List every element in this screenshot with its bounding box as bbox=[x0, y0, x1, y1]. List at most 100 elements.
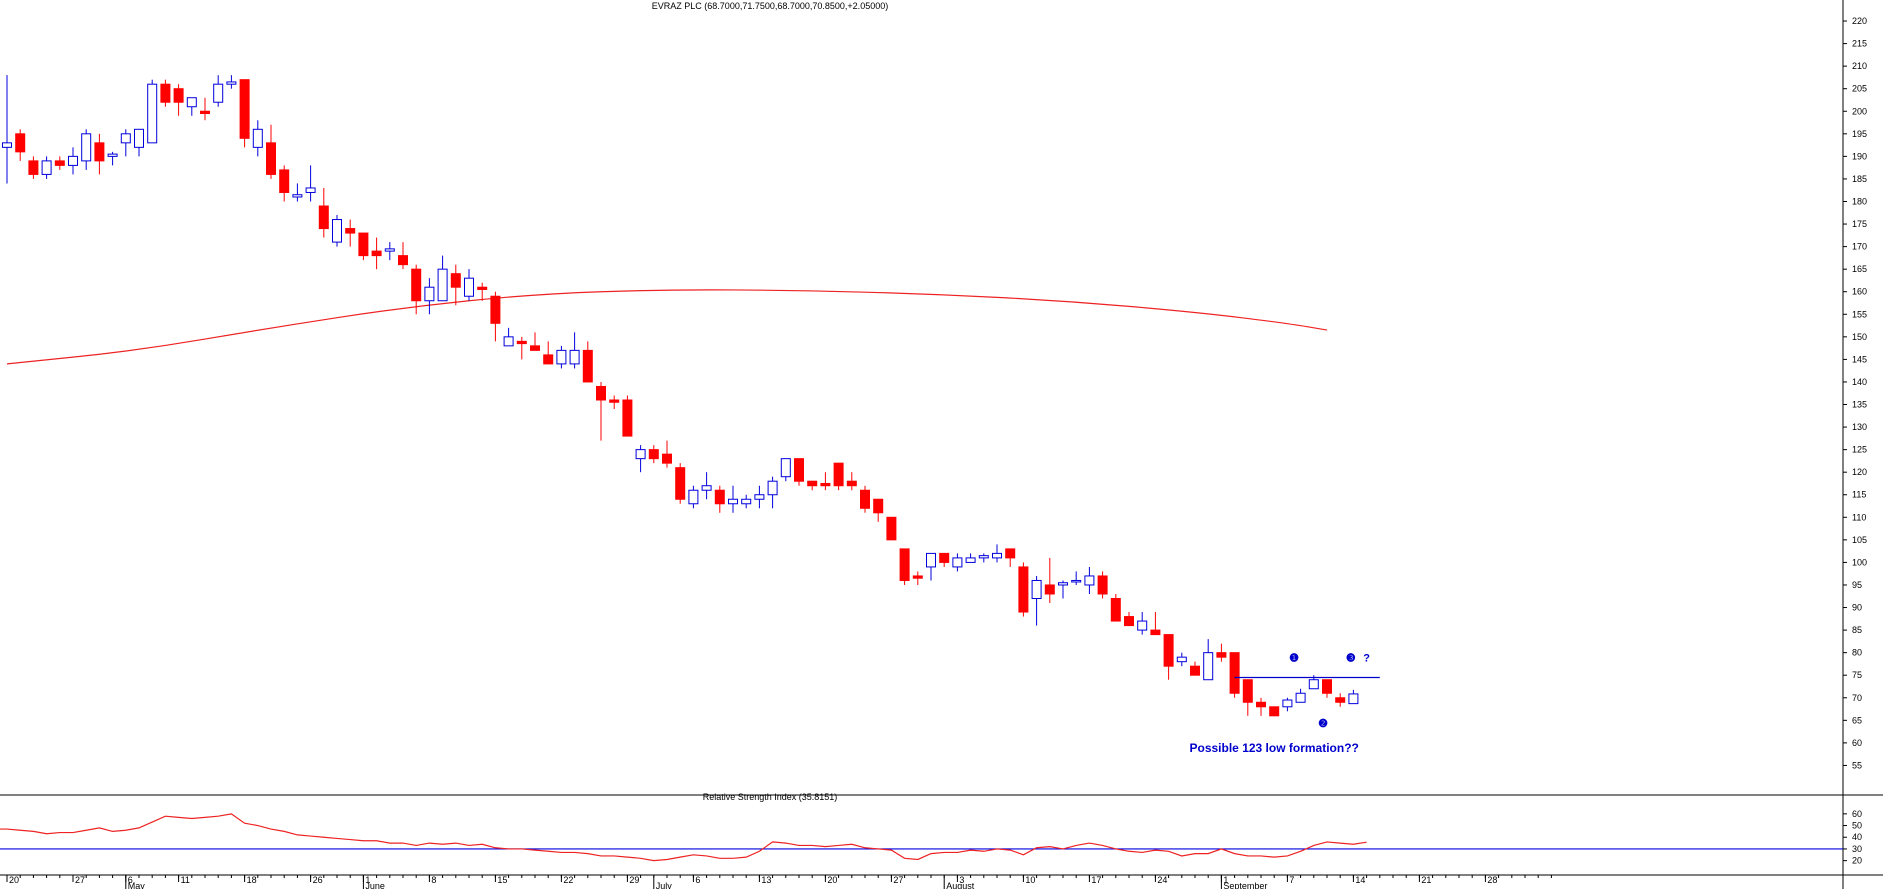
price-y-tick-label: 125 bbox=[1852, 445, 1867, 455]
candle-body-down bbox=[490, 295, 501, 324]
candle bbox=[754, 485, 765, 509]
candle-body-up bbox=[701, 485, 712, 491]
pattern-marker: ❷ bbox=[1318, 718, 1328, 730]
candle-body-up bbox=[1282, 699, 1293, 708]
candle-body-up bbox=[556, 349, 567, 365]
candle bbox=[252, 120, 263, 157]
price-y-tick-label: 95 bbox=[1852, 580, 1862, 590]
price-y-tick-label: 205 bbox=[1852, 84, 1867, 94]
candle-body-up bbox=[81, 133, 92, 162]
x-day-label: 27 bbox=[75, 875, 85, 885]
rsi-y-tick-label: 30 bbox=[1852, 844, 1862, 854]
candle bbox=[1124, 612, 1134, 627]
candle-body-up bbox=[1176, 656, 1187, 663]
candle bbox=[1150, 612, 1161, 636]
candle-body-up bbox=[1203, 652, 1214, 681]
candle-body-down bbox=[1005, 548, 1016, 559]
candle-body-up bbox=[1308, 679, 1319, 690]
candle-body-up bbox=[305, 187, 316, 193]
price-y-axis: 55 60 65 70 75 80 85 90 95 100 105 110 115 120 125 130 1… bbox=[1843, 16, 1867, 770]
price-y-tick-label: 200 bbox=[1852, 106, 1867, 116]
candle-body-down bbox=[1256, 701, 1266, 708]
candle-body-down bbox=[530, 345, 540, 351]
rsi-title: Relative Strength Index (35.8151) bbox=[703, 792, 838, 802]
candle-body-up bbox=[424, 286, 435, 302]
x-day-label: 6 bbox=[695, 875, 700, 885]
rsi-y-tick-label: 40 bbox=[1852, 832, 1862, 842]
candle-body-down bbox=[266, 142, 276, 175]
price-y-tick-label: 70 bbox=[1852, 693, 1862, 703]
x-day-label: 14 bbox=[1355, 875, 1365, 885]
price-y-tick-label: 115 bbox=[1852, 490, 1866, 500]
candle-body-down bbox=[398, 255, 408, 266]
candle bbox=[530, 332, 540, 351]
candle bbox=[807, 480, 818, 491]
candle-body-up bbox=[292, 194, 303, 198]
candle-body-up bbox=[926, 552, 936, 568]
price-y-tick-label: 150 bbox=[1852, 332, 1867, 342]
candle-body-up bbox=[1084, 575, 1095, 586]
price-y-tick-label: 145 bbox=[1852, 354, 1867, 364]
price-y-tick-label: 165 bbox=[1852, 264, 1867, 274]
candle bbox=[147, 79, 158, 144]
x-day-label: 13 bbox=[761, 875, 771, 885]
candle bbox=[120, 129, 131, 157]
candle bbox=[1163, 634, 1174, 680]
candle bbox=[1137, 612, 1148, 635]
candle-body-up bbox=[688, 489, 699, 505]
price-y-tick-label: 75 bbox=[1852, 670, 1862, 680]
x-month-label: August bbox=[946, 881, 975, 889]
candle bbox=[1110, 594, 1121, 622]
candle-body-up bbox=[186, 97, 197, 108]
candle-body-down bbox=[807, 480, 818, 487]
candle-body-up bbox=[754, 494, 765, 500]
price-y-tick-label: 60 bbox=[1852, 738, 1862, 748]
candle bbox=[437, 255, 448, 302]
x-month-label: June bbox=[365, 881, 385, 889]
candle bbox=[767, 476, 778, 509]
candle bbox=[780, 458, 791, 482]
candle bbox=[424, 278, 435, 315]
x-day-label: 1 bbox=[365, 875, 370, 885]
price-y-tick-label: 185 bbox=[1852, 174, 1867, 184]
candle-body-up bbox=[437, 268, 448, 302]
x-day-label: 29 bbox=[629, 875, 639, 885]
candle bbox=[305, 165, 316, 202]
candle-body-down bbox=[714, 489, 725, 505]
price-y-tick-label: 215 bbox=[1852, 39, 1867, 49]
annotation-text: Possible 123 low formation?? bbox=[1190, 741, 1359, 755]
candle bbox=[978, 553, 989, 563]
candle-body-up bbox=[1137, 620, 1148, 631]
candle bbox=[1322, 679, 1332, 698]
candle bbox=[1031, 575, 1042, 626]
candle-body-down bbox=[1124, 616, 1134, 627]
price-y-tick-label: 210 bbox=[1852, 61, 1867, 71]
x-day-label: 11 bbox=[181, 875, 190, 885]
candle-body-up bbox=[1295, 692, 1306, 703]
candle bbox=[741, 494, 752, 509]
price-y-tick-label: 195 bbox=[1852, 129, 1867, 139]
candle-body-down bbox=[1190, 665, 1200, 676]
candle bbox=[596, 381, 606, 441]
candle bbox=[1005, 548, 1016, 567]
candle-body-down bbox=[1163, 634, 1174, 667]
candle-body-down bbox=[94, 142, 105, 162]
candle-body-down bbox=[846, 480, 857, 487]
candle bbox=[213, 75, 224, 107]
price-y-tick-label: 55 bbox=[1852, 760, 1862, 770]
price-y-tick-label: 130 bbox=[1852, 422, 1867, 432]
candle-body-down bbox=[358, 232, 369, 257]
candle bbox=[886, 516, 897, 541]
price-y-tick-label: 155 bbox=[1852, 309, 1867, 319]
candle-body-down bbox=[543, 354, 554, 365]
candle bbox=[1203, 639, 1214, 681]
candle bbox=[992, 544, 1002, 563]
candle-body-down bbox=[173, 88, 184, 103]
candle bbox=[186, 97, 197, 116]
candle-body-up bbox=[332, 219, 342, 243]
candle bbox=[200, 97, 210, 121]
candle-body-down bbox=[200, 110, 210, 115]
candle-body-up bbox=[252, 128, 263, 148]
candle-body-down bbox=[675, 467, 686, 500]
